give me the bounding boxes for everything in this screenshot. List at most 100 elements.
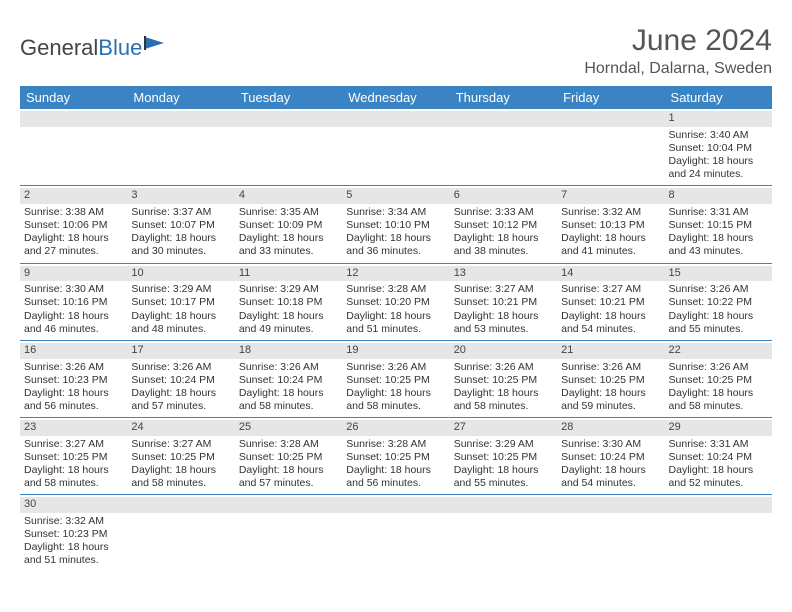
sunrise-text: Sunrise: 3:30 AM [24, 283, 123, 296]
day-number [235, 497, 342, 513]
sunrise-text: Sunrise: 3:29 AM [131, 283, 230, 296]
calendar-cell: 11Sunrise: 3:29 AMSunset: 10:18 PMDaylig… [235, 264, 342, 340]
calendar-cell: 3Sunrise: 3:37 AMSunset: 10:07 PMDayligh… [127, 186, 234, 262]
day-number: 20 [450, 343, 557, 359]
calendar-grid: SundayMondayTuesdayWednesdayThursdayFrid… [20, 86, 772, 572]
page-title: June 2024 [584, 24, 772, 58]
daylight-text: Daylight: 18 hours and 52 minutes. [669, 464, 768, 490]
sunset-text: Sunset: 10:04 PM [669, 142, 768, 155]
sunrise-text: Sunrise: 3:30 AM [561, 438, 660, 451]
calendar-week-row: 16Sunrise: 3:26 AMSunset: 10:23 PMDaylig… [20, 341, 772, 418]
calendar-cell [20, 109, 127, 185]
sunrise-text: Sunrise: 3:26 AM [346, 361, 445, 374]
sunset-text: Sunset: 10:23 PM [24, 374, 123, 387]
day-number: 6 [450, 188, 557, 204]
day-number: 19 [342, 343, 449, 359]
day-number: 27 [450, 420, 557, 436]
weekday-header: Tuesday [235, 86, 342, 109]
sunset-text: Sunset: 10:24 PM [239, 374, 338, 387]
calendar-cell: 13Sunrise: 3:27 AMSunset: 10:21 PMDaylig… [450, 264, 557, 340]
calendar-cell [342, 109, 449, 185]
sunrise-text: Sunrise: 3:26 AM [561, 361, 660, 374]
day-number: 15 [665, 266, 772, 282]
daylight-text: Daylight: 18 hours and 49 minutes. [239, 310, 338, 336]
sunset-text: Sunset: 10:25 PM [454, 374, 553, 387]
daylight-text: Daylight: 18 hours and 27 minutes. [24, 232, 123, 258]
calendar-cell: 26Sunrise: 3:28 AMSunset: 10:25 PMDaylig… [342, 418, 449, 494]
day-number: 12 [342, 266, 449, 282]
calendar-cell: 22Sunrise: 3:26 AMSunset: 10:25 PMDaylig… [665, 341, 772, 417]
calendar-cell [235, 109, 342, 185]
day-number: 22 [665, 343, 772, 359]
sunset-text: Sunset: 10:25 PM [454, 451, 553, 464]
day-number: 2 [20, 188, 127, 204]
sunset-text: Sunset: 10:12 PM [454, 219, 553, 232]
calendar-cell: 10Sunrise: 3:29 AMSunset: 10:17 PMDaylig… [127, 264, 234, 340]
calendar-cell [342, 495, 449, 571]
sunset-text: Sunset: 10:25 PM [346, 451, 445, 464]
day-number: 24 [127, 420, 234, 436]
sunrise-text: Sunrise: 3:26 AM [669, 361, 768, 374]
sunrise-text: Sunrise: 3:31 AM [669, 206, 768, 219]
title-block: June 2024 Horndal, Dalarna, Sweden [584, 24, 772, 78]
sunset-text: Sunset: 10:17 PM [131, 296, 230, 309]
daylight-text: Daylight: 18 hours and 58 minutes. [24, 464, 123, 490]
logo-text-part1: General [20, 35, 98, 61]
day-number [450, 497, 557, 513]
calendar-week-row: 9Sunrise: 3:30 AMSunset: 10:16 PMDayligh… [20, 264, 772, 341]
sunset-text: Sunset: 10:21 PM [561, 296, 660, 309]
daylight-text: Daylight: 18 hours and 38 minutes. [454, 232, 553, 258]
daylight-text: Daylight: 18 hours and 48 minutes. [131, 310, 230, 336]
day-number: 13 [450, 266, 557, 282]
daylight-text: Daylight: 18 hours and 58 minutes. [131, 464, 230, 490]
calendar-page: GeneralBlue June 2024 Horndal, Dalarna, … [0, 0, 792, 596]
day-number: 29 [665, 420, 772, 436]
logo: GeneralBlue [20, 32, 168, 64]
daylight-text: Daylight: 18 hours and 56 minutes. [24, 387, 123, 413]
calendar-cell: 24Sunrise: 3:27 AMSunset: 10:25 PMDaylig… [127, 418, 234, 494]
sunset-text: Sunset: 10:23 PM [24, 528, 123, 541]
calendar-cell: 18Sunrise: 3:26 AMSunset: 10:24 PMDaylig… [235, 341, 342, 417]
sunset-text: Sunset: 10:22 PM [669, 296, 768, 309]
sunrise-text: Sunrise: 3:28 AM [346, 283, 445, 296]
sunset-text: Sunset: 10:07 PM [131, 219, 230, 232]
sunset-text: Sunset: 10:20 PM [346, 296, 445, 309]
header-row: GeneralBlue June 2024 Horndal, Dalarna, … [20, 24, 772, 78]
day-number: 8 [665, 188, 772, 204]
sunset-text: Sunset: 10:25 PM [24, 451, 123, 464]
sunset-text: Sunset: 10:24 PM [131, 374, 230, 387]
day-number [665, 497, 772, 513]
logo-text-part2: Blue [98, 35, 142, 61]
sunset-text: Sunset: 10:25 PM [131, 451, 230, 464]
sunrise-text: Sunrise: 3:27 AM [561, 283, 660, 296]
calendar-cell: 7Sunrise: 3:32 AMSunset: 10:13 PMDayligh… [557, 186, 664, 262]
sunset-text: Sunset: 10:06 PM [24, 219, 123, 232]
sunrise-text: Sunrise: 3:29 AM [239, 283, 338, 296]
day-number: 11 [235, 266, 342, 282]
calendar-cell: 16Sunrise: 3:26 AMSunset: 10:23 PMDaylig… [20, 341, 127, 417]
day-number: 21 [557, 343, 664, 359]
daylight-text: Daylight: 18 hours and 33 minutes. [239, 232, 338, 258]
sunrise-text: Sunrise: 3:32 AM [24, 515, 123, 528]
calendar-cell: 21Sunrise: 3:26 AMSunset: 10:25 PMDaylig… [557, 341, 664, 417]
day-number: 28 [557, 420, 664, 436]
daylight-text: Daylight: 18 hours and 57 minutes. [239, 464, 338, 490]
sunset-text: Sunset: 10:09 PM [239, 219, 338, 232]
day-number [127, 497, 234, 513]
sunrise-text: Sunrise: 3:26 AM [239, 361, 338, 374]
sunset-text: Sunset: 10:21 PM [454, 296, 553, 309]
weekday-header: Wednesday [342, 86, 449, 109]
calendar-cell: 2 Sunrise: 3:38 AMSunset: 10:06 PMDayligh… [20, 186, 127, 262]
calendar-cell: 8Sunrise: 3:31 AMSunset: 10:15 PMDayligh… [665, 186, 772, 262]
day-number [557, 497, 664, 513]
sunrise-text: Sunrise: 3:38 AM [24, 206, 123, 219]
daylight-text: Daylight: 18 hours and 54 minutes. [561, 464, 660, 490]
day-number: 10 [127, 266, 234, 282]
day-number [450, 111, 557, 127]
calendar-cell [127, 495, 234, 571]
weekday-header: Sunday [20, 86, 127, 109]
sunrise-text: Sunrise: 3:27 AM [454, 283, 553, 296]
sunrise-text: Sunrise: 3:35 AM [239, 206, 338, 219]
calendar-cell: 29Sunrise: 3:31 AMSunset: 10:24 PMDaylig… [665, 418, 772, 494]
sunset-text: Sunset: 10:24 PM [669, 451, 768, 464]
